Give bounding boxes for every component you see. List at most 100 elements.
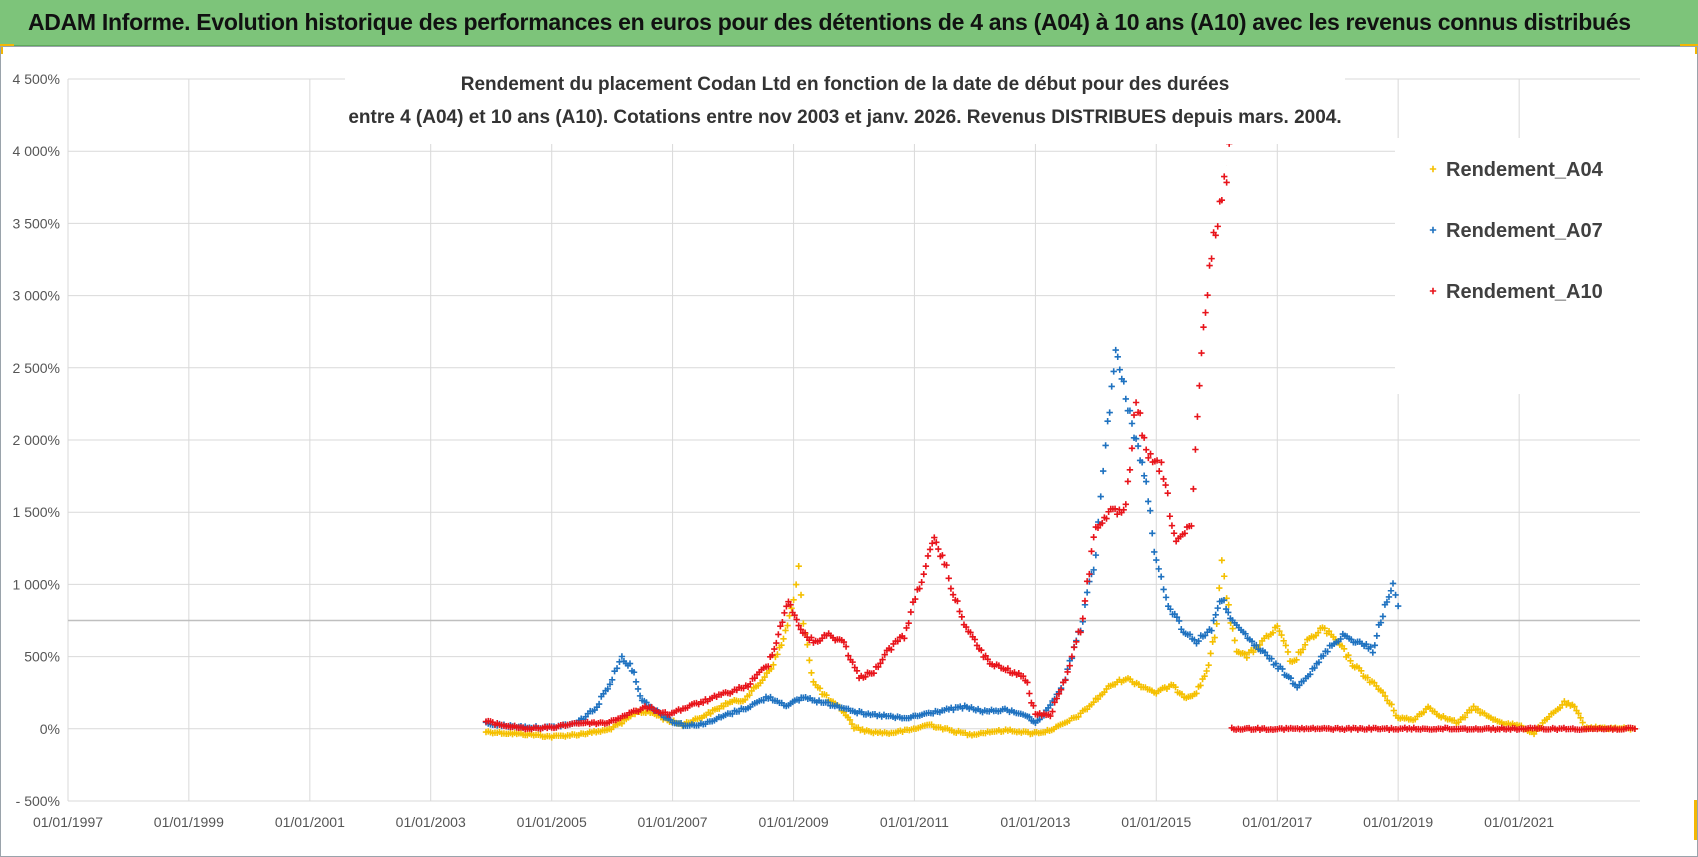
data-point-marker (1157, 573, 1165, 580)
data-point-marker (1268, 655, 1275, 662)
data-point-marker (769, 651, 776, 659)
data-point-marker (1142, 446, 1150, 453)
data-point-marker (1114, 353, 1121, 361)
data-point-marker (924, 552, 932, 560)
data-point-marker (1206, 262, 1213, 269)
data-point-marker (1030, 702, 1037, 709)
data-point-marker (1571, 703, 1578, 710)
data-point-marker (1299, 646, 1307, 653)
data-point-marker (790, 596, 797, 603)
data-point-marker (787, 601, 794, 608)
y-tick-label: 2 500% (13, 360, 60, 376)
data-point-marker (1388, 701, 1395, 708)
data-point-marker (888, 646, 895, 653)
x-tick-label: 01/01/1999 (154, 814, 224, 830)
data-point-marker (1086, 570, 1093, 578)
data-point-marker (907, 608, 915, 616)
report-header: ADAM Informe. Evolution historique des p… (0, 0, 1698, 46)
data-point-marker (875, 663, 882, 671)
corner-accent-top-left (0, 44, 14, 47)
data-point-marker (956, 608, 963, 615)
data-point-marker (775, 631, 782, 638)
data-point-marker (1315, 659, 1323, 666)
data-point-marker (778, 641, 785, 649)
data-point-marker (1162, 594, 1170, 601)
data-point-marker (1149, 530, 1156, 537)
data-point-marker (1138, 459, 1146, 466)
data-point-marker (818, 635, 826, 642)
y-tick-label: 3 000% (13, 288, 60, 304)
data-point-marker (928, 540, 936, 547)
data-point-marker (954, 597, 961, 605)
data-point-marker (1064, 668, 1071, 676)
data-point-marker (1108, 383, 1115, 390)
data-point-marker (1248, 638, 1256, 645)
data-point-marker (613, 665, 621, 672)
data-point-marker (1092, 551, 1100, 559)
x-tick-label: 01/01/2009 (759, 814, 829, 830)
data-point-marker (1195, 637, 1202, 645)
data-point-marker (804, 641, 811, 648)
data-point-marker (1160, 586, 1167, 593)
data-point-marker (1231, 637, 1238, 644)
data-point-marker (1201, 632, 1209, 639)
data-point-marker (1062, 677, 1069, 684)
data-point-marker (1218, 196, 1226, 204)
data-point-marker (840, 638, 848, 646)
data-point-marker (788, 605, 795, 612)
x-tick-label: 01/01/2011 (880, 814, 949, 830)
data-point-marker (795, 622, 802, 629)
data-point-marker (851, 664, 858, 671)
data-point-marker (630, 669, 638, 676)
data-point-marker (1369, 649, 1377, 656)
data-point-marker (767, 693, 774, 701)
data-point-marker (971, 636, 979, 643)
legend-marker-Rendement_A07 (1429, 226, 1437, 234)
data-point-marker (1057, 686, 1065, 693)
data-point-marker (1073, 638, 1080, 646)
data-point-marker (1207, 650, 1214, 657)
data-point-marker (1208, 627, 1215, 634)
data-point-marker (1140, 472, 1148, 479)
data-point-marker (935, 545, 942, 553)
data-point-marker (741, 696, 749, 703)
data-point-marker (780, 635, 787, 643)
data-point-marker (949, 591, 957, 598)
data-point-marker (1221, 173, 1228, 180)
data-point-marker (1241, 650, 1249, 658)
corner-accent-top-left-v (0, 44, 3, 54)
data-point-marker (1296, 682, 1303, 689)
data-point-marker (984, 656, 991, 663)
data-point-marker (1363, 640, 1370, 648)
data-point-marker (1221, 573, 1228, 580)
data-point-marker (1188, 522, 1195, 530)
data-point-marker (781, 609, 788, 617)
legend-label-Rendement_A04: Rendement_A04 (1446, 159, 1604, 181)
legend-background (1395, 138, 1645, 394)
y-tick-label: 1 000% (13, 576, 60, 592)
y-tick-label: 4 500% (13, 71, 60, 87)
data-point-marker (1243, 654, 1251, 661)
data-point-marker (1377, 619, 1385, 626)
y-tick-label: 4 000% (13, 143, 60, 159)
data-point-marker (1287, 674, 1295, 682)
data-point-marker (1128, 420, 1136, 427)
data-point-marker (1250, 648, 1257, 656)
data-point-marker (1128, 445, 1136, 452)
data-point-marker (1577, 714, 1584, 721)
data-point-marker (1276, 627, 1283, 635)
data-point-marker (1099, 467, 1107, 475)
data-point-marker (1324, 648, 1331, 655)
data-point-marker (1242, 630, 1249, 638)
data-point-marker (765, 663, 772, 670)
x-tick-label: 01/01/2001 (275, 814, 345, 830)
data-point-marker (643, 699, 650, 706)
y-tick-label: - 500% (16, 793, 60, 809)
x-tick-label: 01/01/2019 (1363, 814, 1433, 830)
data-point-marker (648, 704, 655, 711)
data-point-marker (1394, 602, 1402, 610)
data-point-marker (636, 692, 644, 700)
data-point-marker (1051, 699, 1058, 706)
data-point-marker (1381, 692, 1389, 700)
data-point-marker (931, 534, 938, 541)
